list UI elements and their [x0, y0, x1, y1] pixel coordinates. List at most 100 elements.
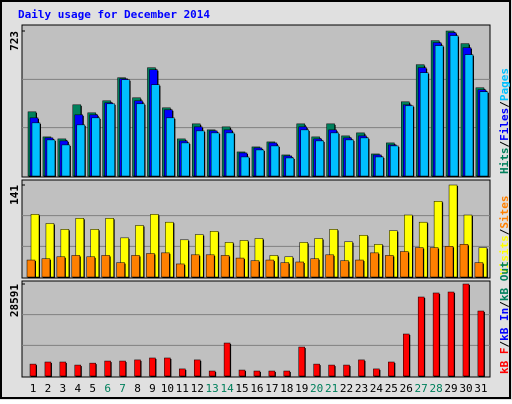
- bar-group: [238, 369, 247, 377]
- bar-group: [432, 292, 441, 377]
- bar-group: [205, 254, 216, 278]
- bar-group: [41, 258, 51, 278]
- bar: [343, 364, 350, 377]
- bar-group: [146, 253, 156, 278]
- bar: [134, 359, 141, 377]
- bar: [360, 137, 369, 177]
- bar: [315, 140, 324, 177]
- bar: [477, 310, 485, 377]
- bar: [434, 45, 444, 177]
- bar-group: [223, 342, 232, 377]
- bar: [71, 255, 81, 278]
- legend-separator: /: [498, 341, 511, 348]
- x-tick-label: 2: [45, 382, 52, 395]
- bar: [121, 79, 130, 177]
- plot-area: [21, 280, 491, 378]
- bar-group: [176, 263, 186, 278]
- bar-group: [388, 361, 396, 377]
- bar: [131, 255, 140, 278]
- bar-group: [89, 362, 97, 377]
- bar: [447, 291, 455, 377]
- legend-separator: /: [498, 101, 511, 108]
- bar-group: [116, 262, 126, 278]
- bar-group: [313, 363, 321, 377]
- bar-group: [400, 251, 410, 278]
- bar: [101, 255, 110, 278]
- bar-group: [419, 72, 430, 177]
- bar-group: [71, 255, 81, 278]
- bar-group: [91, 117, 101, 177]
- bar-group: [385, 255, 395, 278]
- bar: [385, 255, 394, 278]
- bar: [280, 262, 290, 278]
- x-tick-label: 15: [235, 382, 248, 395]
- bar: [210, 132, 220, 177]
- bar-group: [340, 260, 350, 278]
- x-tick-label: 25: [385, 382, 398, 395]
- bar: [250, 260, 260, 278]
- bar-group: [360, 137, 370, 177]
- bar: [86, 256, 95, 278]
- bar-group: [310, 258, 320, 278]
- bar: [223, 342, 231, 377]
- x-tick-label: 21: [325, 382, 338, 395]
- x-tick-label: 8: [134, 382, 141, 395]
- bar: [208, 370, 216, 377]
- y-tick-label: 28591: [8, 284, 21, 317]
- chart-title: Daily usage for December 2014: [18, 8, 210, 21]
- legend-entry: Pages: [498, 68, 511, 101]
- bar: [310, 258, 319, 278]
- x-tick-label: 30: [459, 382, 472, 395]
- bar: [325, 254, 334, 278]
- bar-group: [149, 357, 157, 377]
- x-tick-label: 4: [74, 382, 81, 395]
- bar-group: [373, 368, 381, 377]
- bar-group: [76, 124, 86, 177]
- bar: [151, 84, 160, 177]
- bar: [220, 255, 230, 278]
- bar: [328, 364, 335, 377]
- bar-group: [403, 333, 411, 377]
- bar: [205, 254, 215, 278]
- bar: [193, 359, 201, 377]
- bar: [313, 363, 320, 377]
- bar: [56, 256, 66, 278]
- bar-group: [166, 117, 176, 177]
- bar: [61, 144, 71, 177]
- bar: [429, 247, 439, 278]
- bar: [417, 296, 425, 377]
- bar-group: [414, 247, 425, 278]
- bar-group: [250, 260, 260, 278]
- bar: [164, 357, 171, 377]
- bar: [195, 130, 205, 177]
- x-tick-label: 29: [444, 382, 457, 395]
- bar: [474, 262, 484, 278]
- bar-group: [29, 363, 37, 377]
- bar: [119, 360, 126, 377]
- x-tick-label: 19: [295, 382, 308, 395]
- bar: [91, 117, 100, 177]
- bar: [136, 103, 145, 177]
- bar-group: [449, 35, 460, 177]
- bar-group: [74, 364, 82, 377]
- x-tick-label: 1: [30, 382, 37, 395]
- bar-group: [358, 359, 366, 377]
- bar: [295, 261, 304, 278]
- legend-entry: kB Out: [498, 261, 511, 301]
- y-tick-label: 141: [8, 185, 21, 205]
- x-tick-label: 22: [340, 382, 353, 395]
- legend: Hits/Files/Pages: [498, 68, 511, 174]
- bar: [449, 35, 459, 177]
- bar-group: [193, 359, 202, 377]
- bar: [414, 247, 424, 278]
- bar-group: [131, 255, 141, 278]
- bar: [285, 157, 295, 177]
- bar: [345, 139, 354, 177]
- bar-group: [477, 310, 485, 377]
- x-tick-label: 14: [220, 382, 234, 395]
- bar-group: [447, 291, 456, 377]
- bar-group: [121, 79, 131, 177]
- bar: [330, 132, 339, 177]
- x-tick-label: 27: [415, 382, 428, 395]
- bar: [238, 369, 246, 377]
